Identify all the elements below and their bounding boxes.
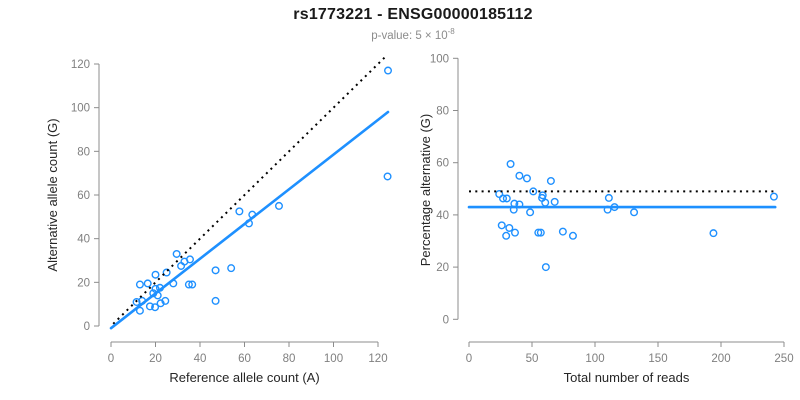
y-tick-label: 120 (71, 59, 90, 71)
data-point (604, 193, 613, 202)
data-point (211, 296, 220, 305)
data-point (274, 201, 283, 210)
data-point (135, 280, 144, 289)
y-tick-label: 0 (84, 321, 90, 333)
data-point (235, 207, 244, 216)
data-point (499, 194, 508, 203)
data-point (536, 228, 545, 237)
data-point (185, 255, 194, 264)
regression-line (109, 110, 390, 330)
data-point (184, 280, 193, 289)
pvalue-subtitle: p-value: 5 × 10-8 (13, 27, 800, 42)
left-plot: 0 20 40 60 80 100 120 0 20 40 60 80 100 120 Reference … (45, 56, 393, 385)
x-tick-label: 200 (711, 353, 730, 365)
data-point (383, 172, 392, 181)
data-point (151, 303, 160, 312)
data-point (515, 171, 524, 180)
data-point (506, 160, 515, 169)
data-point (172, 249, 181, 258)
x-tick-label: 150 (648, 353, 667, 365)
data-point (497, 221, 506, 230)
y-tick-label: 40 (77, 234, 90, 246)
data-point (211, 266, 220, 275)
data-point (769, 192, 778, 201)
right-plot: 0 50 100 150 200 250 0 20 40 60 80 100 Total number … (418, 53, 794, 385)
x-tick-label: 20 (149, 353, 162, 365)
x-axis-title: Total number of reads (564, 370, 690, 385)
data-point (526, 208, 535, 217)
x-axis-title: Reference allele count (A) (169, 370, 319, 385)
data-point (227, 264, 236, 273)
x-tick-label: 80 (283, 353, 296, 365)
data-point (529, 187, 538, 196)
data-point (709, 229, 718, 238)
x-tick-label: 120 (368, 353, 387, 365)
x-tick-label: 100 (585, 353, 604, 365)
x-tick-label: 250 (774, 353, 793, 365)
data-point (546, 176, 555, 185)
y-tick-label: 0 (443, 314, 449, 326)
x-tick-label: 0 (466, 353, 472, 365)
x-tick-label: 50 (526, 353, 539, 365)
data-point (541, 263, 550, 272)
y-tick-label: 100 (430, 53, 449, 65)
data-point (177, 261, 186, 270)
figure-header: rs1773221 - ENSG00000185112 p-value: 5 ×… (13, 6, 800, 42)
data-point (132, 297, 141, 306)
y-axis-title: Alternative allele count (G) (45, 118, 60, 271)
data-point (188, 280, 197, 289)
data-point (558, 227, 567, 236)
data-point (161, 296, 170, 305)
data-point (550, 197, 559, 206)
data-point (630, 208, 639, 217)
data-point (568, 231, 577, 240)
y-axis-title: Percentage alternative (G) (418, 114, 433, 266)
y-tick-label: 20 (77, 277, 90, 289)
y-tick-label: 60 (77, 190, 90, 202)
data-point (135, 306, 144, 315)
y-tick-label: 80 (436, 106, 449, 118)
data-point (522, 174, 531, 183)
x-tick-label: 60 (238, 353, 251, 365)
x-tick-label: 0 (108, 353, 114, 365)
data-point (145, 302, 154, 311)
y-tick-label: 40 (436, 210, 449, 222)
y-tick-label: 80 (77, 146, 90, 158)
data-point (534, 228, 543, 237)
y-tick-label: 20 (436, 262, 449, 274)
data-point (143, 279, 152, 288)
pvalue-exponent: -8 (447, 27, 455, 36)
data-point (384, 66, 393, 75)
y-tick-label: 100 (71, 103, 90, 115)
data-point (162, 268, 171, 277)
pvalue-text: p-value: 5 × 10 (371, 29, 448, 42)
identity-line (112, 56, 386, 325)
data-point (151, 270, 160, 279)
data-point (510, 228, 519, 237)
data-point (502, 194, 511, 203)
page-title: rs1773221 - ENSG00000185112 (293, 6, 533, 23)
y-tick-label: 60 (436, 158, 449, 170)
x-tick-label: 40 (194, 353, 207, 365)
x-tick-label: 100 (324, 353, 343, 365)
data-point (505, 223, 514, 232)
data-point (502, 231, 511, 240)
